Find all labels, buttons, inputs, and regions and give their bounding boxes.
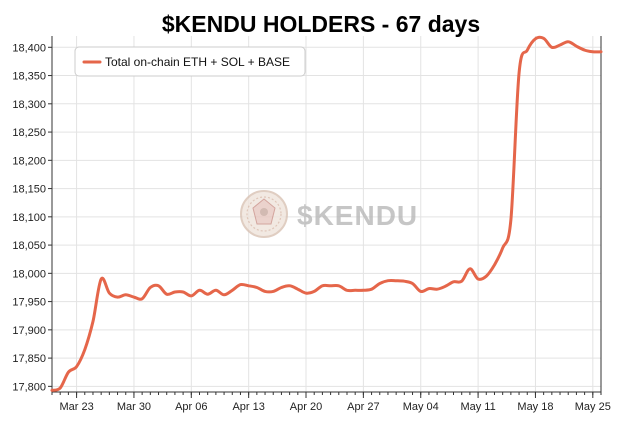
x-tick-label: May 18 bbox=[517, 401, 553, 413]
y-tick-label: 18,200 bbox=[12, 155, 46, 167]
legend-label: Total on-chain ETH + SOL + BASE bbox=[105, 55, 290, 69]
x-tick-label: Apr 27 bbox=[347, 401, 379, 413]
legend-box bbox=[74, 46, 306, 77]
series-line bbox=[50, 35, 603, 392]
x-tick-label: May 11 bbox=[460, 401, 495, 413]
axes-frame bbox=[51, 36, 602, 393]
y-tick-label: 18,400 bbox=[12, 42, 46, 54]
y-axis: 17,800 17,850 17,900 17,950 18,000 18,050 18,1… bbox=[12, 42, 52, 393]
x-tick-label: Mar 23 bbox=[59, 401, 93, 413]
y-tick-label: 18,150 bbox=[12, 184, 46, 196]
kendu-seal-logo bbox=[240, 190, 288, 238]
x-axis: Mar 23 Mar 30 Apr 06 Apr 13 Apr 20 Apr 27 May … bbox=[51, 392, 611, 413]
y-tick-label: 17,950 bbox=[12, 297, 46, 309]
y-tick-label: 18,100 bbox=[12, 212, 46, 224]
x-tick-label: Apr 13 bbox=[232, 401, 264, 413]
y-tick-label: 17,800 bbox=[12, 381, 46, 393]
y-tick-label: 18,350 bbox=[12, 71, 46, 83]
x-tick-label: Apr 06 bbox=[175, 401, 207, 413]
chart-title: $KENDU HOLDERS - 67 days bbox=[162, 11, 480, 37]
plot-area bbox=[50, 35, 603, 392]
legend: Total on-chain ETH + SOL + BASE bbox=[74, 46, 306, 77]
y-tick-label: 18,050 bbox=[12, 240, 46, 252]
y-gridlines bbox=[52, 46, 601, 387]
y-tick-label: 18,250 bbox=[12, 127, 46, 139]
x-tick-label: May 04 bbox=[403, 401, 439, 413]
y-tick-label: 17,850 bbox=[12, 353, 46, 365]
y-tick-label: 17,900 bbox=[12, 325, 46, 337]
watermark: $KENDU bbox=[240, 190, 418, 238]
x-tick-label: Apr 20 bbox=[290, 401, 322, 413]
y-tick-label: 18,300 bbox=[12, 99, 46, 111]
x-gridlines bbox=[76, 36, 594, 392]
y-tick-label: 18,000 bbox=[12, 268, 46, 280]
x-tick-label: Mar 30 bbox=[117, 401, 151, 413]
watermark-text: $KENDU bbox=[297, 200, 418, 231]
x-tick-label: May 25 bbox=[575, 401, 611, 413]
